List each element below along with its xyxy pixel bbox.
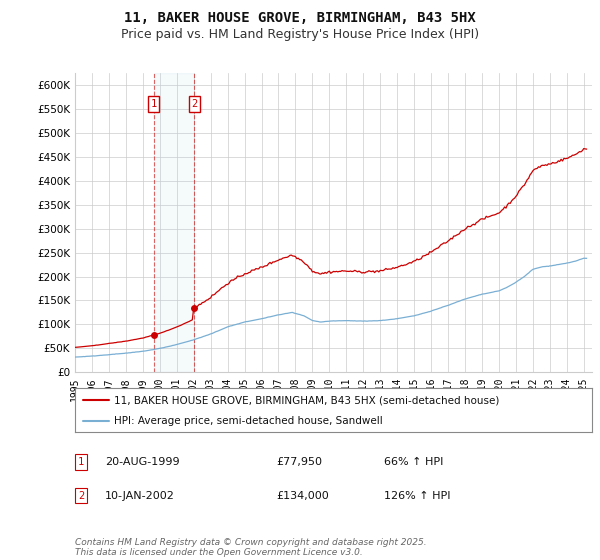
Text: 1: 1 (78, 457, 84, 467)
Text: 10-JAN-2002: 10-JAN-2002 (105, 491, 175, 501)
Text: 20-AUG-1999: 20-AUG-1999 (105, 457, 179, 467)
Text: 11, BAKER HOUSE GROVE, BIRMINGHAM, B43 5HX: 11, BAKER HOUSE GROVE, BIRMINGHAM, B43 5… (124, 11, 476, 25)
Text: £77,950: £77,950 (276, 457, 322, 467)
Text: 66% ↑ HPI: 66% ↑ HPI (384, 457, 443, 467)
Bar (154, 73, 194, 372)
Text: Contains HM Land Registry data © Crown copyright and database right 2025.
This d: Contains HM Land Registry data © Crown c… (75, 538, 427, 557)
Text: HPI: Average price, semi-detached house, Sandwell: HPI: Average price, semi-detached house,… (114, 416, 383, 426)
Text: 2: 2 (78, 491, 84, 501)
Text: £134,000: £134,000 (276, 491, 329, 501)
Text: Price paid vs. HM Land Registry's House Price Index (HPI): Price paid vs. HM Land Registry's House … (121, 28, 479, 41)
Text: 11, BAKER HOUSE GROVE, BIRMINGHAM, B43 5HX (semi-detached house): 11, BAKER HOUSE GROVE, BIRMINGHAM, B43 5… (114, 395, 499, 405)
Text: 2: 2 (191, 99, 197, 109)
Text: 126% ↑ HPI: 126% ↑ HPI (384, 491, 451, 501)
Text: 1: 1 (151, 99, 157, 109)
